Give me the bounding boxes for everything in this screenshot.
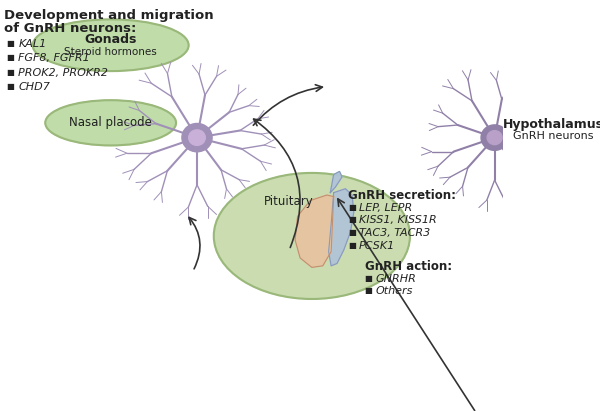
- Text: Pituitary: Pituitary: [265, 195, 314, 208]
- Circle shape: [189, 130, 205, 145]
- Text: PROK2, PROKR2: PROK2, PROKR2: [19, 68, 109, 78]
- Text: ■: ■: [348, 228, 356, 237]
- Text: Steroid hormones: Steroid hormones: [64, 47, 157, 57]
- Circle shape: [481, 125, 508, 150]
- Text: CHD7: CHD7: [19, 82, 50, 92]
- Text: KAL1: KAL1: [19, 39, 47, 49]
- Text: PCSK1: PCSK1: [359, 241, 395, 251]
- Polygon shape: [329, 189, 354, 266]
- Text: ■: ■: [7, 39, 14, 48]
- Text: ■: ■: [348, 203, 356, 212]
- Ellipse shape: [32, 19, 188, 71]
- Text: TAC3, TACR3: TAC3, TACR3: [359, 228, 430, 238]
- Text: Others: Others: [376, 286, 413, 296]
- Ellipse shape: [214, 173, 410, 299]
- Circle shape: [182, 123, 212, 152]
- Text: FGF8, FGFR1: FGF8, FGFR1: [19, 53, 90, 63]
- Text: of GnRH neurons:: of GnRH neurons:: [4, 22, 137, 35]
- Ellipse shape: [45, 100, 176, 145]
- Text: GnRH secretion:: GnRH secretion:: [348, 189, 456, 202]
- Circle shape: [487, 131, 502, 145]
- Text: ■: ■: [7, 53, 14, 62]
- Text: ■: ■: [348, 215, 356, 224]
- Text: GNRHR: GNRHR: [376, 274, 416, 284]
- Text: Nasal placode: Nasal placode: [69, 116, 152, 129]
- Text: KISS1, KISS1R: KISS1, KISS1R: [359, 215, 437, 226]
- Text: ■: ■: [365, 274, 373, 283]
- Text: Hypothalamus: Hypothalamus: [503, 118, 600, 131]
- Text: GnRH action:: GnRH action:: [365, 259, 452, 272]
- Text: Development and migration: Development and migration: [4, 9, 214, 23]
- Polygon shape: [295, 195, 334, 268]
- Text: GnRH neurons: GnRH neurons: [513, 131, 593, 141]
- Text: ■: ■: [7, 68, 14, 76]
- Text: ■: ■: [7, 82, 14, 91]
- Text: ■: ■: [348, 241, 356, 249]
- Text: ■: ■: [365, 286, 373, 295]
- Polygon shape: [331, 171, 342, 193]
- Text: Gonads: Gonads: [85, 33, 137, 46]
- Text: LEP, LEPR: LEP, LEPR: [359, 203, 412, 213]
